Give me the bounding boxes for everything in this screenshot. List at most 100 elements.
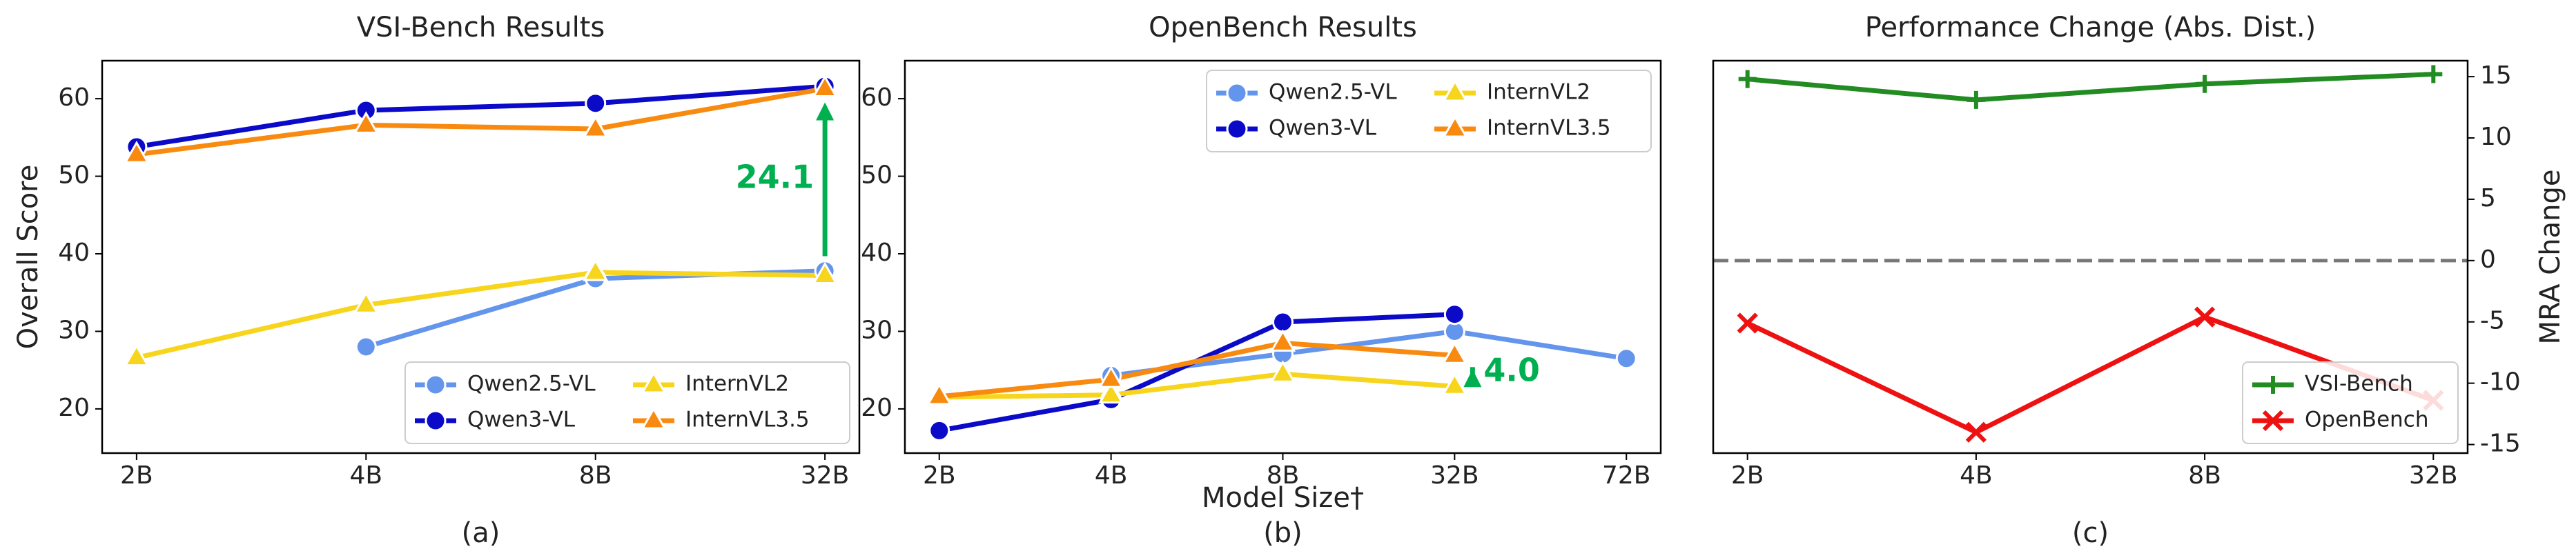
marker bbox=[1738, 70, 1757, 88]
marker bbox=[1443, 303, 1465, 326]
y-tick-label: -15 bbox=[2480, 430, 2521, 458]
y-tick-label: 10 bbox=[2480, 123, 2512, 151]
marker bbox=[1737, 312, 1758, 334]
marker bbox=[1226, 82, 1248, 104]
y-tick-label: 30 bbox=[861, 316, 892, 344]
legend-label: InternVL2 bbox=[1487, 80, 1590, 105]
y-tick-label: 40 bbox=[58, 239, 90, 267]
caption: (a) bbox=[462, 517, 500, 549]
series-line bbox=[1746, 314, 2434, 435]
x-tick-label: 8B bbox=[1267, 461, 1300, 490]
x-tick-label: 2B bbox=[923, 461, 956, 490]
x-tick-label: 4B bbox=[1960, 461, 1993, 490]
series-line bbox=[136, 86, 826, 157]
y-tick-label: 20 bbox=[861, 394, 892, 422]
marker bbox=[425, 410, 447, 432]
marker bbox=[355, 336, 377, 358]
marker bbox=[1442, 114, 1468, 138]
annotation: 4.0 bbox=[1483, 351, 1540, 388]
marker bbox=[2424, 65, 2443, 83]
marker bbox=[1441, 372, 1467, 395]
legend-box bbox=[2242, 361, 2459, 444]
legend-label: Qwen3-VL bbox=[1269, 116, 1377, 141]
marker bbox=[641, 370, 667, 394]
marker bbox=[1441, 341, 1467, 364]
marker bbox=[353, 111, 379, 134]
series-line bbox=[939, 371, 1455, 400]
y-axis-label: Overall Score bbox=[12, 165, 44, 350]
chart-title: OpenBench Results bbox=[1149, 12, 1417, 43]
annotation-arrowhead bbox=[1463, 369, 1482, 388]
marker bbox=[1269, 360, 1296, 383]
marker bbox=[425, 374, 447, 396]
y-tick-label: 15 bbox=[2480, 61, 2512, 90]
x-axis-label: Model Size† bbox=[1202, 482, 1364, 514]
plot-frame bbox=[904, 59, 1662, 454]
y-tick-label: 60 bbox=[58, 83, 90, 112]
legend-label: InternVL3.5 bbox=[685, 408, 810, 432]
caption: (b) bbox=[1263, 517, 1302, 549]
marker bbox=[1098, 381, 1124, 404]
legend-label: Qwen3-VL bbox=[467, 408, 576, 432]
marker bbox=[2262, 410, 2284, 432]
y-tick-label: -10 bbox=[2480, 368, 2521, 397]
series-line bbox=[136, 83, 826, 150]
legend-label: Qwen2.5-VL bbox=[1269, 80, 1397, 105]
x-tick-label: 2B bbox=[1731, 461, 1764, 490]
legend-label: InternVL2 bbox=[685, 372, 789, 397]
legend-label: VSI-Bench bbox=[2305, 372, 2413, 397]
x-tick-label: 4B bbox=[349, 461, 382, 490]
marker bbox=[1967, 90, 1985, 109]
x-tick-label: 32B bbox=[801, 461, 850, 490]
x-tick-label: 8B bbox=[579, 461, 612, 490]
marker bbox=[928, 419, 950, 441]
marker bbox=[124, 343, 150, 367]
marker bbox=[1098, 366, 1124, 388]
plot-frame bbox=[101, 59, 861, 454]
marker bbox=[353, 291, 379, 314]
chart-title: Performance Change (Abs. Dist.) bbox=[1865, 12, 2316, 43]
annotation: 24.1 bbox=[736, 158, 814, 195]
marker bbox=[1442, 79, 1468, 102]
series-line bbox=[939, 312, 1455, 433]
y-tick-label: 40 bbox=[861, 239, 892, 267]
x-tick-label: 72B bbox=[1602, 461, 1651, 490]
plot-frame bbox=[1712, 59, 2469, 454]
legend-label: Qwen2.5-VL bbox=[467, 372, 596, 397]
plot bbox=[926, 303, 1637, 441]
x-tick-label: 32B bbox=[2409, 461, 2458, 490]
y-tick-label: 50 bbox=[58, 161, 90, 190]
series-line bbox=[1747, 72, 2434, 103]
marker bbox=[926, 382, 953, 406]
annotation-arrowhead bbox=[816, 102, 835, 121]
y-tick-label: 5 bbox=[2480, 184, 2496, 212]
x-tick-label: 4B bbox=[1095, 461, 1128, 490]
marker bbox=[812, 74, 838, 97]
marker bbox=[585, 92, 607, 114]
y-tick-label: 20 bbox=[58, 394, 90, 422]
marker bbox=[583, 258, 609, 281]
series-line bbox=[136, 270, 826, 361]
legend-box bbox=[404, 361, 850, 444]
legend-box bbox=[1206, 70, 1652, 152]
marker bbox=[641, 406, 667, 430]
y-tick-label: 0 bbox=[2480, 246, 2496, 274]
legend-label: OpenBench bbox=[2305, 408, 2428, 432]
plot bbox=[124, 74, 838, 367]
legend-label: InternVL3.5 bbox=[1487, 116, 1611, 141]
x-tick-label: 2B bbox=[120, 461, 153, 490]
y-tick-label: 30 bbox=[58, 316, 90, 344]
chart-title: VSI-Bench Results bbox=[357, 12, 605, 43]
series-line bbox=[1111, 328, 1627, 379]
y-axis-label: MRA Change bbox=[2535, 170, 2566, 345]
x-tick-label: 8B bbox=[2188, 461, 2221, 490]
marker bbox=[1272, 311, 1294, 333]
marker bbox=[2194, 306, 2216, 328]
caption: (c) bbox=[2072, 517, 2109, 549]
marker bbox=[1615, 348, 1637, 370]
y-tick-label: 50 bbox=[861, 161, 892, 190]
marker bbox=[583, 114, 609, 138]
marker bbox=[1226, 118, 1248, 140]
y-tick-label: 60 bbox=[861, 83, 892, 112]
